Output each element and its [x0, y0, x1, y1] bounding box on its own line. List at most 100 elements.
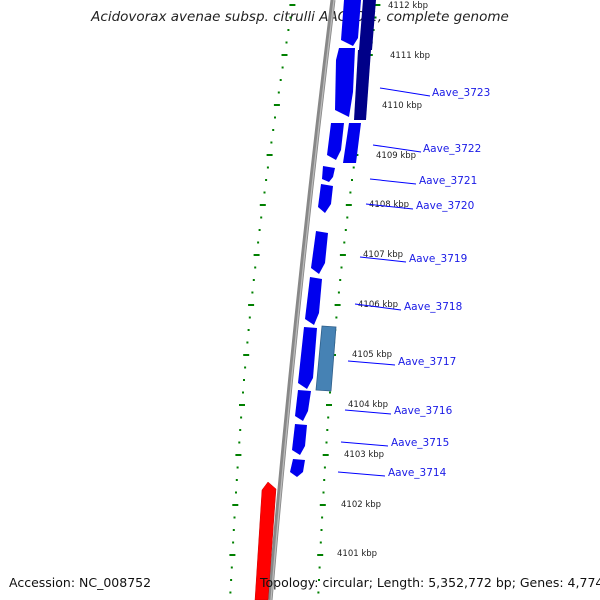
inner-ring-tick [372, 29, 375, 31]
inner-ring-tick [349, 191, 352, 194]
outer-ring-tick [277, 91, 280, 94]
inner-ring-tick [322, 491, 325, 494]
inner-ring-tick [317, 591, 320, 594]
outer-ring-tick [251, 291, 254, 294]
outer-ring-tick [270, 141, 273, 144]
gene-aave-3724b[interactable] [359, 0, 376, 50]
outer-ring-tick [239, 404, 245, 406]
kbp-label: 4108 kbp [369, 200, 409, 210]
outer-ring-tick [258, 229, 261, 231]
gene-aave-3717a[interactable] [298, 327, 317, 389]
forward-cds-track [290, 0, 376, 477]
gene-label-connector [379, 87, 431, 97]
outer-ring-tick [242, 391, 244, 394]
outer-ring-tick [235, 479, 238, 481]
gene-label[interactable]: Aave_3715 [391, 437, 449, 449]
outer-ring-tick [230, 566, 233, 569]
rna-gene[interactable] [254, 481, 277, 600]
gene-label[interactable]: Aave_3721 [419, 175, 477, 187]
gene-label[interactable]: Aave_3717 [398, 356, 456, 368]
outer-ring-tick [266, 154, 273, 156]
outer-ring-tick [236, 466, 239, 469]
outer-ring-tick [240, 416, 243, 419]
outer-ring-tick [289, 16, 292, 19]
kbp-label: 4102 kbp [341, 500, 381, 510]
outer-ring-tick [233, 516, 236, 519]
inner-ring-tick [318, 566, 321, 569]
gene-label-connector [347, 360, 396, 366]
inner-ring-tick [329, 391, 331, 394]
gene-aave-3723[interactable] [335, 48, 355, 117]
inner-ring-tick [345, 204, 352, 206]
gene-aave-3715[interactable] [292, 424, 307, 455]
inner-ring-tick [335, 316, 338, 319]
inner-ring-tick [346, 216, 349, 219]
gene-label-connector [354, 303, 402, 311]
gene-aave-3721[interactable] [322, 166, 335, 182]
outer-ring-tick [259, 204, 266, 206]
outer-ring-tick [279, 79, 282, 81]
outer-ring-tick [229, 591, 232, 594]
outer-ring-tick [243, 379, 245, 381]
outer-ring-tick [238, 441, 241, 444]
gene-label[interactable]: Aave_3714 [388, 467, 447, 479]
kbp-label: 4106 kbp [358, 300, 398, 310]
inner-ring-tick [334, 304, 341, 306]
outer-tick-ring [229, 4, 296, 594]
gene-label[interactable]: Aave_3723 [432, 87, 490, 99]
gene-aave-3722a[interactable] [327, 123, 344, 160]
outer-ring-tick [244, 366, 247, 369]
inner-ring-tick [326, 429, 329, 431]
genome-backbone [267, 0, 336, 600]
kbp-label: 4111 kbp [390, 51, 430, 61]
inner-ring-tick [340, 266, 343, 269]
inner-ring-tick [323, 479, 326, 481]
gene-aave-3716[interactable] [295, 390, 311, 421]
outer-ring-tick [254, 266, 257, 269]
kbp-label: 4110 kbp [382, 101, 422, 111]
kbp-label: 4103 kbp [344, 450, 384, 460]
inner-ring-tick [322, 454, 329, 456]
gene-label-connector [340, 441, 389, 447]
gene-aave-3718[interactable] [305, 277, 322, 325]
outer-ring-tick [289, 4, 296, 6]
outer-ring-tick [230, 579, 233, 581]
inner-ring-tick [339, 279, 342, 281]
inner-ring-tick [337, 291, 340, 294]
inner-ring-tick [327, 416, 330, 419]
inner-ring-tick [344, 229, 347, 231]
accession-label: Accession: NC_008752 [9, 575, 152, 590]
gene-aave-3720[interactable] [318, 184, 333, 213]
gene-label[interactable]: Aave_3719 [409, 253, 467, 265]
outer-ring-tick [266, 166, 269, 169]
gene-label[interactable]: Aave_3718 [404, 301, 462, 313]
gene-aave-3723b[interactable] [354, 50, 371, 120]
inner-ring-tick [319, 504, 326, 506]
gene-label-connector [369, 178, 417, 185]
inner-ring-tick [351, 179, 353, 181]
outer-ring-tick [248, 304, 255, 306]
kbp-label: 4107 kbp [363, 250, 403, 260]
outer-ring-tick [285, 41, 288, 44]
gene-label[interactable]: Aave_3716 [394, 405, 453, 417]
outer-ring-tick [232, 504, 239, 506]
inner-ring-tick [321, 516, 324, 519]
kbp-label: 4104 kbp [348, 400, 388, 410]
outer-ring-tick [235, 454, 242, 456]
kbp-label: 4105 kbp [352, 350, 392, 360]
outer-ring-tick [257, 241, 260, 244]
gene-aave-3719[interactable] [311, 231, 328, 274]
gene-aave-3724[interactable] [341, 0, 361, 46]
gene-aave-3722[interactable] [343, 123, 361, 163]
outer-ring-tick [243, 354, 250, 356]
outer-ring-tick [247, 329, 250, 331]
gene-label[interactable]: Aave_3720 [416, 200, 474, 212]
outer-ring-tick [273, 104, 280, 106]
gene-aave-3717[interactable] [315, 325, 337, 392]
genome-summary: Topology: circular; Length: 5,352,772 bp… [260, 575, 600, 590]
gene-aave-3714[interactable] [290, 459, 305, 477]
inner-ring-tick [339, 254, 346, 256]
inner-ring-tick [319, 541, 322, 544]
gene-label[interactable]: Aave_3722 [423, 143, 481, 155]
outer-ring-tick [272, 129, 275, 131]
